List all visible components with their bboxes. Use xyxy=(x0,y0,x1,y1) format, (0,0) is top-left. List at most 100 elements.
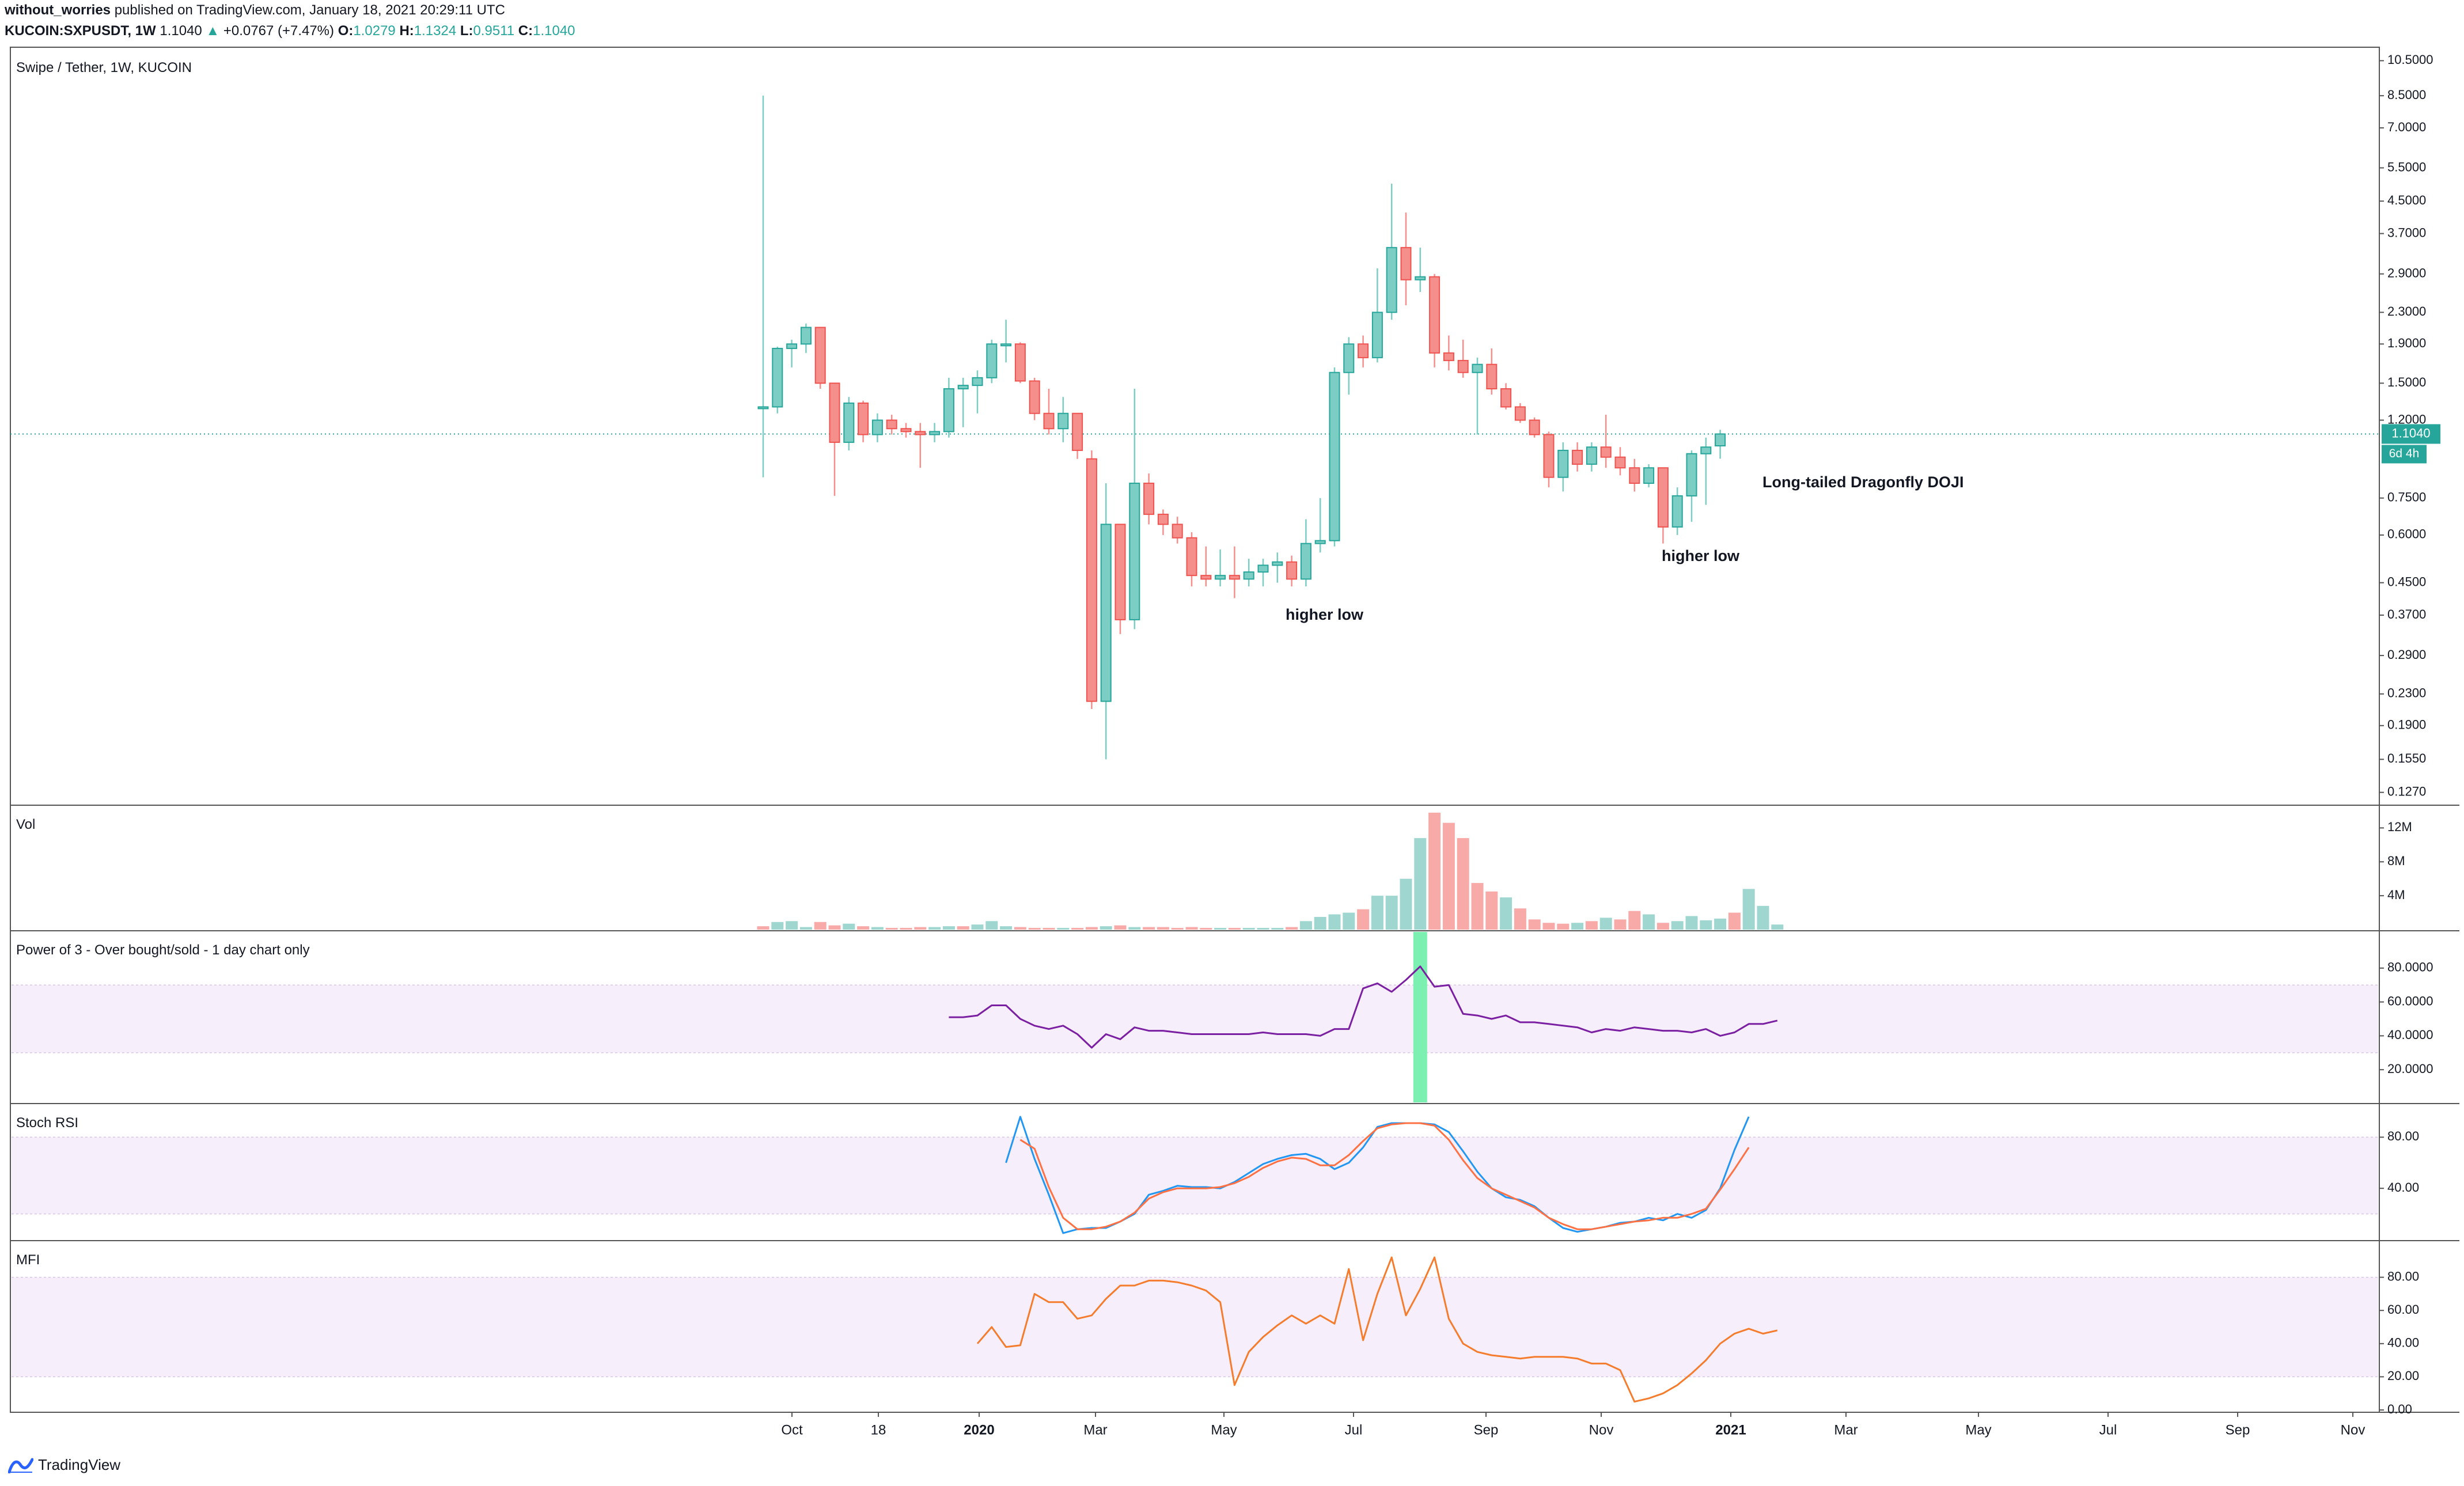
candle-body xyxy=(1329,372,1340,541)
candle-body xyxy=(1314,540,1326,544)
price-tick-label: 0.3700 xyxy=(2387,607,2426,621)
volume-bar xyxy=(957,926,969,930)
volume-bar xyxy=(1757,905,1769,930)
volume-bar xyxy=(786,921,798,930)
candle-body xyxy=(1143,483,1155,515)
candle-body xyxy=(772,347,783,408)
volume-bar xyxy=(1400,878,1412,930)
volume-bar xyxy=(1643,914,1655,930)
time-tick-label: Oct xyxy=(781,1422,803,1438)
candle xyxy=(1157,509,1169,535)
candle xyxy=(1514,403,1526,423)
time-tick-label: Mar xyxy=(1834,1422,1858,1438)
time-tick-label: May xyxy=(1211,1422,1237,1438)
volume-bar xyxy=(1614,919,1627,930)
candle xyxy=(972,370,983,414)
price-tick-label: 7.0000 xyxy=(2387,120,2426,134)
low-value: 0.9511 xyxy=(473,23,515,39)
change-up-icon: ▲ xyxy=(206,23,220,39)
time-tick-label: Mar xyxy=(1083,1422,1107,1438)
candle-body xyxy=(1172,524,1183,539)
volume-bar xyxy=(1085,927,1098,930)
annotation-dragonfly-doji[interactable]: Long-tailed Dragonfly DOJI xyxy=(1762,473,1964,491)
candle xyxy=(1000,320,1012,363)
volume-bar xyxy=(1714,918,1727,930)
candle xyxy=(1200,546,1212,587)
time-tick-label: May xyxy=(1965,1422,1991,1438)
volume-bar xyxy=(1771,924,1784,930)
candle xyxy=(772,346,783,414)
power-band xyxy=(12,985,2378,1053)
volume-bar xyxy=(828,925,841,930)
tradingview-logo-icon xyxy=(8,1458,33,1473)
price-tick-label: 10.5000 xyxy=(2387,52,2433,67)
time-tick-label: Sep xyxy=(2226,1422,2250,1438)
candle-body xyxy=(915,431,926,435)
mfi-tick-label: 20.00 xyxy=(2387,1369,2419,1383)
candle-body xyxy=(1100,524,1112,702)
volume-pane-title: Vol xyxy=(16,817,36,832)
candle-body xyxy=(843,402,855,443)
candle-body xyxy=(900,428,912,433)
candle-body xyxy=(829,382,840,443)
candle-body xyxy=(1300,543,1311,580)
volume-bar xyxy=(1314,916,1326,930)
main-pane-title: Swipe / Tether, 1W, KUCOIN xyxy=(16,60,192,75)
mfi-tick-label: 60.00 xyxy=(2387,1302,2419,1317)
volume-bar xyxy=(1000,926,1013,930)
candle-body xyxy=(986,343,998,378)
candle-body xyxy=(871,419,883,435)
candle xyxy=(1715,430,1726,459)
volume-bar xyxy=(1242,928,1255,930)
candle xyxy=(1272,552,1283,583)
author-name[interactable]: without_worries xyxy=(5,2,111,18)
volume-bar xyxy=(1185,927,1198,930)
stoch-pane-title: Stoch RSI xyxy=(16,1115,79,1131)
candle-body xyxy=(1472,363,1483,373)
candle xyxy=(1100,483,1112,760)
candle-body xyxy=(1243,571,1254,580)
high-label: H: xyxy=(399,23,414,39)
annotation-higher-low-1[interactable]: higher low xyxy=(1286,606,1363,623)
candle-body xyxy=(858,402,869,435)
candle xyxy=(871,413,883,442)
candle xyxy=(915,423,926,468)
candle xyxy=(1229,546,1240,598)
candle-body xyxy=(886,419,897,430)
candle xyxy=(943,377,954,438)
volume-bar xyxy=(914,927,927,930)
power-tick-label: 40.0000 xyxy=(2387,1028,2433,1042)
volume-bar xyxy=(771,922,784,930)
mfi-tick-label: 80.00 xyxy=(2387,1269,2419,1283)
stoch-band xyxy=(12,1137,2378,1214)
price-tick-label: 1.9000 xyxy=(2387,336,2426,350)
candle xyxy=(1614,447,1626,476)
volume-tick-label: 12M xyxy=(2387,820,2412,834)
candle xyxy=(1314,498,1326,553)
candle xyxy=(1215,549,1226,587)
footer-brand[interactable]: TradingView xyxy=(8,1456,120,1474)
candle-body xyxy=(1086,458,1097,702)
candle xyxy=(1143,473,1155,525)
volume-bar xyxy=(1700,920,1712,930)
volume-bar xyxy=(1557,923,1570,930)
volume-bar xyxy=(1228,928,1241,930)
volume-bar xyxy=(928,927,941,930)
candle xyxy=(1415,247,1426,293)
candle-body xyxy=(1500,388,1512,408)
volume-bar xyxy=(1571,923,1584,930)
volume-tick-label: 4M xyxy=(2387,888,2405,902)
candle xyxy=(1115,524,1126,634)
time-tick-label: 2020 xyxy=(964,1422,994,1438)
candle xyxy=(1300,519,1311,587)
annotation-higher-low-2[interactable]: higher low xyxy=(1662,547,1739,564)
volume-bar xyxy=(971,924,984,930)
candle xyxy=(1371,268,1383,363)
last-price-badge xyxy=(2382,424,2440,444)
price-tick-label: 0.2900 xyxy=(2387,647,2426,662)
candle xyxy=(1086,450,1097,709)
candle-body xyxy=(1671,495,1683,528)
candle xyxy=(1186,532,1197,587)
